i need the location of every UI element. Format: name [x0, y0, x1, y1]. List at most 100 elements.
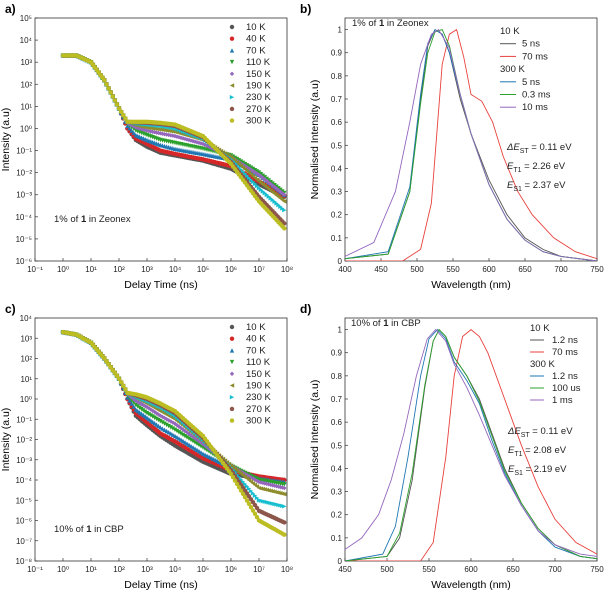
data-point: [282, 491, 287, 497]
data-point: [110, 94, 115, 99]
data-point: [242, 495, 248, 500]
y-tick-label: 10⁻³: [16, 456, 32, 465]
legend-entry: 70 K: [246, 345, 266, 356]
data-point: [244, 484, 250, 489]
series-line-100-us: [345, 328, 597, 561]
x-tick-label: 550: [446, 265, 460, 274]
data-point: [118, 109, 124, 115]
x-tick-label: 10⁻¹: [27, 265, 43, 274]
x-tick-label: 10⁴: [169, 565, 182, 574]
panel-annotation: 1% of 1 in Zeonex: [352, 18, 429, 29]
data-point: [282, 532, 287, 537]
data-point: [108, 90, 113, 95]
y-tick-label: 10⁻⁴: [15, 476, 32, 485]
legend-entry: 100 us: [552, 383, 581, 394]
data-point: [248, 488, 254, 494]
x-tick-label: 700: [548, 565, 562, 574]
legend-entry: 150 K: [246, 69, 271, 80]
data-point: [238, 488, 244, 493]
x-tick-label: 650: [506, 565, 520, 574]
data-point: [102, 78, 107, 83]
data-point: [137, 405, 142, 410]
x-tick-label: 10⁻¹: [27, 565, 43, 574]
data-point: [152, 126, 157, 131]
x-tick-label: 10⁴: [169, 265, 182, 274]
legend-marker: [229, 83, 235, 88]
legend-entry: 110 K: [246, 57, 271, 68]
data-point: [144, 125, 150, 130]
data-point: [116, 376, 122, 381]
legend-group-title: 300 K: [530, 359, 555, 370]
data-point: [150, 414, 155, 419]
data-point: [184, 435, 190, 440]
legend-entry: 10 K: [246, 322, 266, 333]
data-point: [250, 491, 256, 496]
legend-entry: 70 ms: [522, 51, 548, 62]
legend-entry: 230 K: [246, 92, 271, 103]
legend-marker: [229, 371, 235, 376]
data-point: [148, 125, 154, 131]
data-point: [188, 138, 194, 143]
data-point: [135, 404, 140, 409]
legend-marker: [229, 359, 235, 365]
y-axis-label: Intensity (a.u): [0, 408, 12, 472]
x-tick-label: 700: [554, 265, 568, 274]
data-point: [164, 422, 169, 428]
y-tick-label: 0: [338, 557, 343, 566]
data-point: [282, 504, 287, 509]
legend-entry: 40 K: [246, 334, 266, 345]
x-tick-label: 650: [518, 265, 532, 274]
x-tick-label: 450: [338, 565, 352, 574]
legend-marker: [229, 48, 235, 53]
y-axis-label: Normalised Intensity (a.u): [309, 380, 321, 500]
plot-frame: [34, 17, 288, 262]
data-point: [282, 520, 287, 525]
x-axis-label: Delay Time (ns): [124, 279, 198, 291]
data-point: [254, 495, 260, 501]
data-point: [228, 471, 234, 477]
legend-entry: 190 K: [246, 381, 271, 392]
legend-entry: 300 K: [246, 116, 271, 127]
y-tick-label: 10¹: [20, 102, 32, 111]
data-point: [106, 86, 111, 91]
y-tick-label: 0.6: [331, 418, 343, 427]
y-axis-label: Intensity (a.u): [0, 108, 12, 172]
data-point: [190, 439, 196, 444]
data-point: [188, 437, 194, 443]
data-point: [176, 430, 182, 435]
data-point: [118, 380, 124, 385]
data-point: [232, 478, 238, 483]
data-point: [142, 403, 148, 409]
x-axis-label: Delay Time (ns): [124, 579, 198, 591]
panel-annotation: 10% of 1 in CBP: [54, 524, 124, 535]
y-tick-label: 10⁰: [20, 395, 32, 404]
series-300-K: [60, 53, 287, 231]
data-point: [114, 102, 120, 107]
data-point: [282, 482, 287, 487]
legend-marker: [229, 395, 235, 400]
data-point: [196, 442, 202, 448]
chart-panel-4: d) 450 500 550 600 650 700 750 0 0.1 0.2 0.3 0.4 0.5 0…: [300, 302, 604, 591]
data-point: [194, 441, 200, 446]
data-point: [176, 424, 182, 429]
data-point: [162, 127, 167, 133]
data-point: [186, 431, 192, 437]
y-tick-label: 0.8: [331, 72, 343, 81]
legend-entry: 10 K: [246, 22, 266, 33]
energy-note: ES1 = 2.19 eV: [508, 464, 567, 477]
data-point: [154, 126, 159, 132]
data-point: [141, 408, 146, 413]
data-point: [246, 501, 252, 507]
data-point: [172, 421, 178, 426]
data-point: [131, 130, 136, 136]
y-tick-label: 0.2: [331, 511, 343, 520]
legend-entry: 300 K: [246, 416, 271, 427]
legend-marker: [229, 406, 235, 412]
data-point: [196, 438, 202, 444]
legend-entry: 40 K: [246, 34, 266, 45]
data-point: [168, 425, 174, 430]
y-tick-label: 0.2: [331, 211, 343, 220]
x-tick-label: 10⁸: [281, 265, 293, 274]
